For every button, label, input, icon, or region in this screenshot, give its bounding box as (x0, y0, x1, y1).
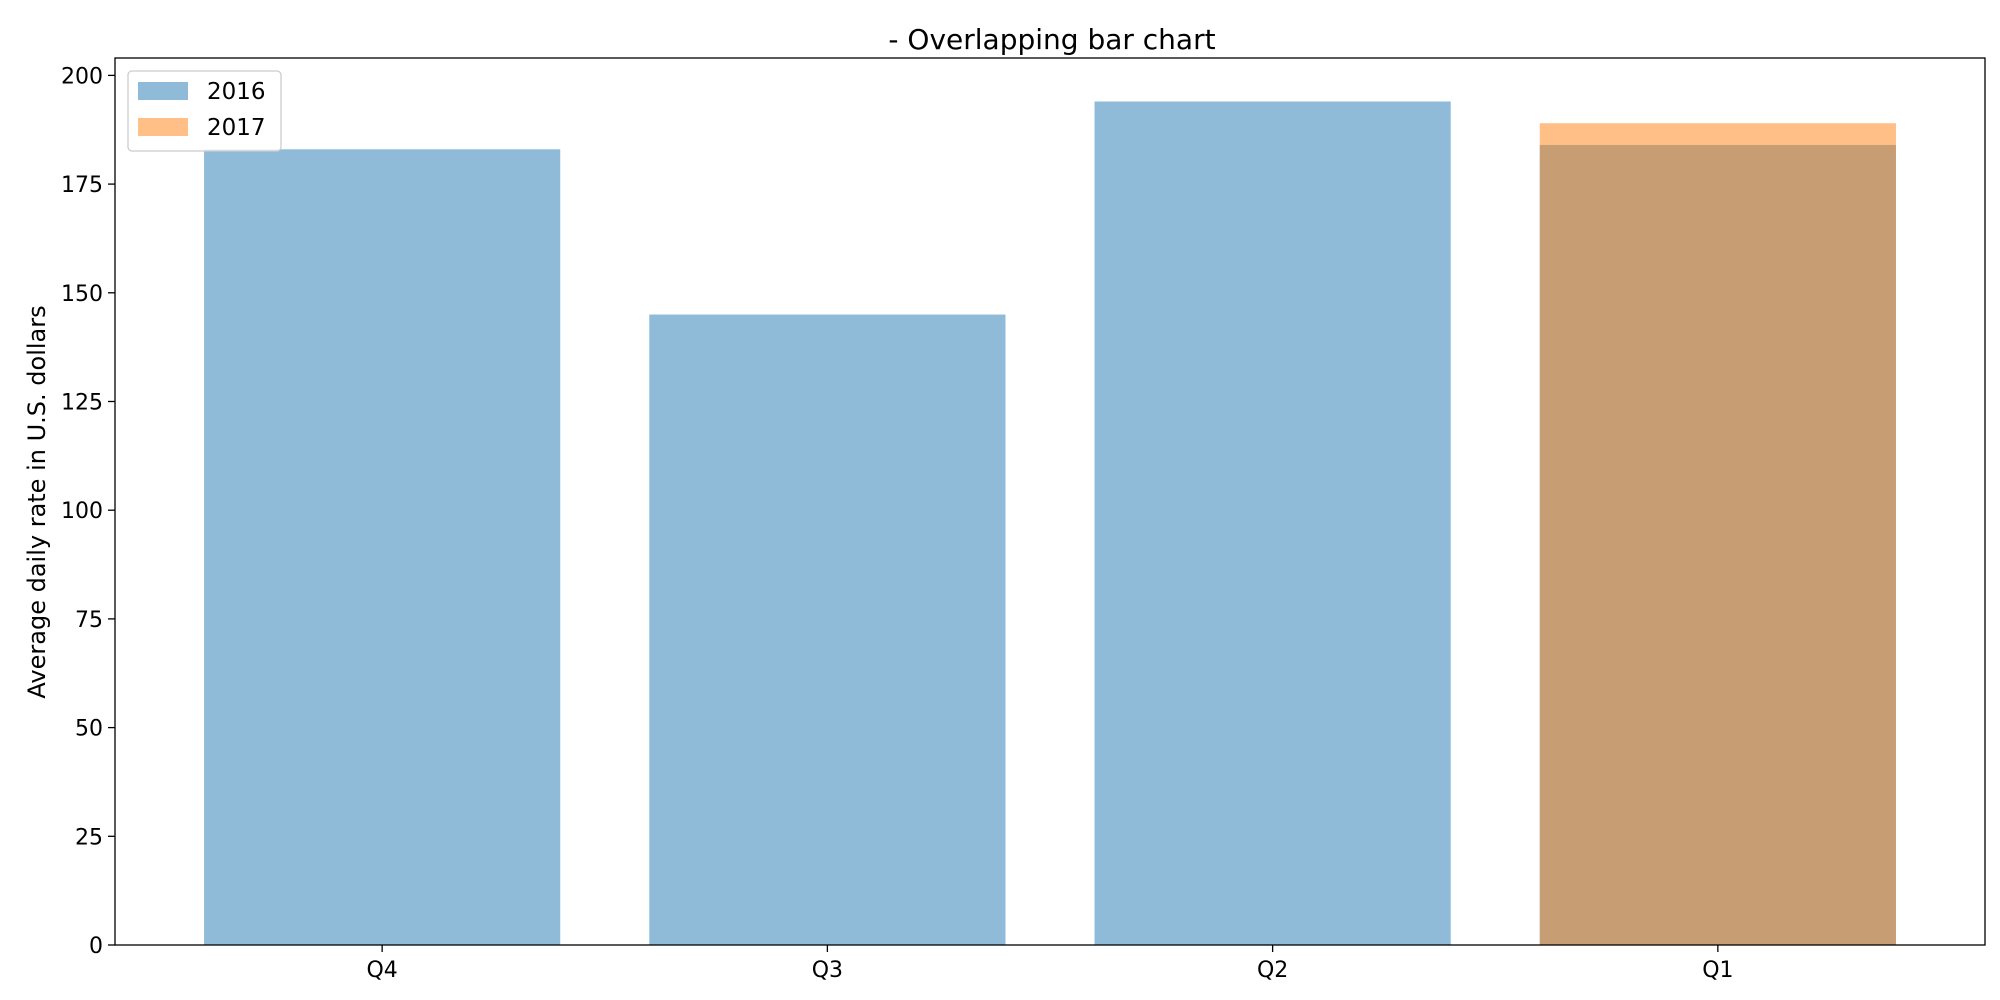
x-tick-label: Q1 (1702, 958, 1733, 983)
legend-label-2017: 2017 (207, 115, 266, 141)
x-axis-ticks: Q4 Q3 Q2 Q1 (366, 945, 1734, 983)
y-tick-label: 100 (61, 499, 103, 524)
y-tick-label: 150 (61, 282, 103, 307)
legend-swatch-2017 (138, 118, 188, 136)
x-tick-label: Q3 (812, 958, 843, 983)
y-tick-label: 200 (61, 64, 103, 89)
legend-label-2016: 2016 (207, 79, 266, 105)
y-tick-label: 125 (61, 390, 103, 415)
legend-swatch-2016 (138, 82, 188, 100)
y-axis-ticks: 0 25 50 75 100 125 150 175 200 (61, 64, 115, 959)
y-tick-label: 175 (61, 173, 103, 198)
y-tick-label: 25 (75, 825, 103, 850)
y-tick-label: 75 (75, 608, 103, 633)
bar-2017-Q1 (1539, 123, 1896, 946)
bar-2016-Q4 (204, 149, 561, 945)
chart-title: - Overlapping bar chart (888, 23, 1215, 56)
plot-area-frame (114, 57, 1986, 946)
y-axis-label: Average daily rate in U.S. dollars (23, 305, 51, 698)
x-tick-label: Q2 (1257, 958, 1288, 983)
legend: 2016 2017 (127, 70, 282, 152)
bar-2016-Q3 (649, 314, 1006, 945)
bar-2016-Q2 (1094, 101, 1451, 945)
bars-layer (204, 101, 1896, 946)
x-tick-label: Q4 (366, 958, 397, 983)
y-tick-label: 0 (89, 934, 103, 959)
y-tick-label: 50 (75, 717, 103, 742)
